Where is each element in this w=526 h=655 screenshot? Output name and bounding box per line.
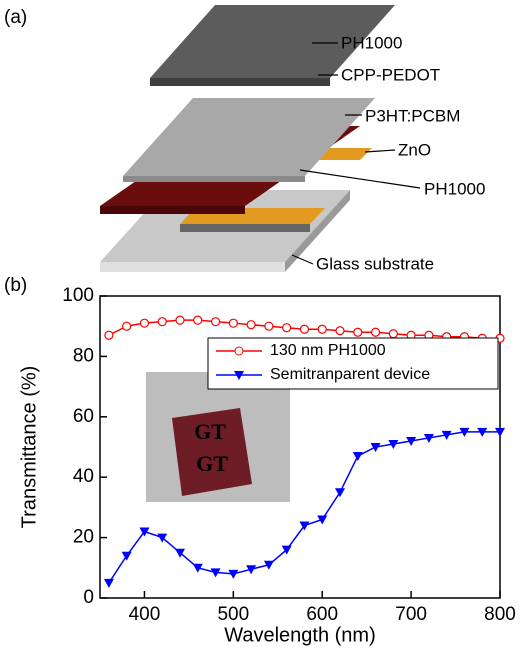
legend-label: Semitranparent device bbox=[270, 366, 430, 383]
layer-stack: PH1000 CPP-PEDOT P3HT:PCBM ZnO PH1000 Gl… bbox=[100, 5, 485, 273]
y-tick-label: 80 bbox=[73, 345, 94, 366]
y-tick-label: 20 bbox=[73, 527, 94, 548]
point bbox=[300, 325, 308, 333]
legend-marker bbox=[235, 347, 243, 355]
y-tick-label: 60 bbox=[73, 406, 94, 427]
legend-label: 130 nm PH1000 bbox=[270, 342, 386, 359]
point bbox=[105, 331, 113, 339]
inset-photo: GT GT bbox=[146, 372, 290, 502]
x-tick-label: 500 bbox=[217, 604, 249, 625]
point bbox=[228, 570, 238, 579]
layer-label: ZnO bbox=[398, 140, 431, 159]
x-tick-label: 800 bbox=[484, 604, 516, 625]
layer-label: Glass substrate bbox=[316, 254, 434, 273]
panel-label: (a) bbox=[4, 7, 27, 28]
point bbox=[336, 327, 344, 335]
x-tick-label: 400 bbox=[129, 604, 161, 625]
figure: (a) PH1000 CPP-PEDOT P3HT:PCBM ZnO PH100 bbox=[0, 0, 526, 650]
inset-text: GT bbox=[196, 451, 228, 476]
y-tick-label: 100 bbox=[62, 285, 94, 306]
layer-label: CPP-PEDOT bbox=[341, 65, 440, 84]
point bbox=[389, 330, 397, 338]
point bbox=[122, 552, 132, 561]
pedot-face bbox=[123, 98, 375, 176]
glass-edge bbox=[100, 262, 285, 272]
point bbox=[371, 443, 381, 452]
point bbox=[194, 316, 202, 324]
x-tick-label: 600 bbox=[306, 604, 338, 625]
point bbox=[283, 324, 291, 332]
point bbox=[104, 579, 114, 588]
point bbox=[265, 322, 273, 330]
point bbox=[140, 319, 148, 327]
x-axis-label: Wavelength (nm) bbox=[224, 624, 376, 646]
layer-label: P3HT:PCBM bbox=[365, 106, 460, 125]
panel-label: (b) bbox=[4, 275, 27, 296]
layer-label: PH1000 bbox=[424, 179, 485, 198]
y-tick-label: 0 bbox=[83, 587, 94, 608]
y-tick-label: 40 bbox=[73, 466, 94, 487]
point bbox=[229, 319, 237, 327]
x-tick-label: 700 bbox=[395, 604, 427, 625]
point bbox=[372, 328, 380, 336]
ph1000-strip bbox=[180, 224, 310, 232]
point bbox=[158, 318, 166, 326]
y-axis-label: Transmittance (%) bbox=[18, 366, 40, 529]
point bbox=[176, 316, 184, 324]
point bbox=[353, 452, 363, 461]
point bbox=[247, 321, 255, 329]
pedot-edge bbox=[123, 176, 305, 182]
p3ht-edge bbox=[100, 206, 245, 214]
inset-text: GT bbox=[194, 419, 226, 444]
layer-label: PH1000 bbox=[341, 33, 402, 52]
point bbox=[123, 322, 131, 330]
leader bbox=[300, 170, 420, 188]
point bbox=[335, 488, 345, 497]
point bbox=[354, 328, 362, 336]
point bbox=[212, 318, 220, 326]
point bbox=[318, 325, 326, 333]
ph1000-top-edge bbox=[150, 78, 330, 86]
